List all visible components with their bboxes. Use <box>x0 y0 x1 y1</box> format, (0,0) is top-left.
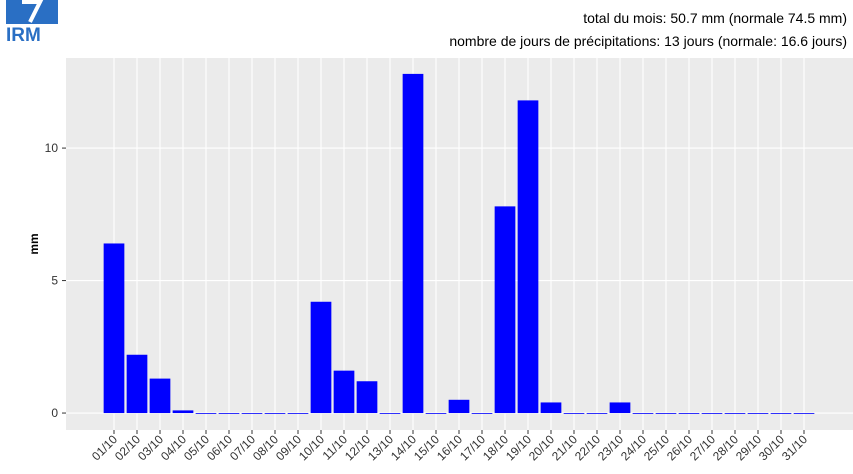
x-tick-label: 25/10 <box>641 432 672 463</box>
bar <box>218 413 240 414</box>
x-tick-label: 26/10 <box>664 432 695 463</box>
bar <box>448 399 470 414</box>
logo: IRM <box>6 0 58 46</box>
x-tick-label: 30/10 <box>756 432 787 463</box>
x-tick-label: 22/10 <box>572 432 603 463</box>
y-axis-label: mm <box>27 233 41 254</box>
x-tick-label: 09/10 <box>273 432 304 463</box>
bar <box>494 206 516 414</box>
x-tick-label: 21/10 <box>549 432 580 463</box>
bar <box>678 413 700 414</box>
x-tick-label: 04/10 <box>158 432 189 463</box>
bar <box>333 370 355 414</box>
logo-text: IRM <box>6 25 41 46</box>
bar <box>149 378 171 414</box>
bar <box>563 413 585 414</box>
x-tick-label: 10/10 <box>296 432 327 463</box>
bar <box>747 413 769 414</box>
y-tick-label: 10 <box>45 141 59 155</box>
x-tick-label: 19/10 <box>503 432 534 463</box>
bar <box>402 73 424 414</box>
bar <box>471 413 493 414</box>
x-tick-label: 31/10 <box>779 432 810 463</box>
x-tick-label: 28/10 <box>710 432 741 463</box>
x-tick-label: 15/10 <box>411 432 442 463</box>
bar <box>540 402 562 414</box>
x-tick-label: 01/10 <box>89 432 120 463</box>
x-tick-label: 12/10 <box>342 432 373 463</box>
x-tick-label: 29/10 <box>733 432 764 463</box>
x-tick-label: 06/10 <box>204 432 235 463</box>
annotation: nombre de jours de précipitations: 13 jo… <box>449 33 847 49</box>
logo-mark <box>22 0 44 23</box>
bar <box>241 413 263 414</box>
x-tick-label: 24/10 <box>618 432 649 463</box>
bar <box>609 402 631 414</box>
x-tick-label: 17/10 <box>457 432 488 463</box>
y-tick-label: 5 <box>51 274 58 288</box>
bar <box>287 413 309 414</box>
bar <box>264 413 286 414</box>
bar <box>770 413 792 414</box>
x-tick-label: 08/10 <box>250 432 281 463</box>
bar <box>701 413 723 414</box>
x-tick-label: 07/10 <box>227 432 258 463</box>
bar <box>379 413 401 414</box>
x-tick-label: 27/10 <box>687 432 718 463</box>
x-tick-label: 02/10 <box>112 432 143 463</box>
bar <box>724 413 746 414</box>
bar <box>172 410 194 414</box>
bar <box>793 413 815 414</box>
x-tick-label: 14/10 <box>388 432 419 463</box>
bar <box>356 381 378 414</box>
annotation: total du mois: 50.7 mm (normale 74.5 mm) <box>583 10 847 26</box>
bar <box>195 413 217 414</box>
x-tick-label: 05/10 <box>181 432 212 463</box>
y-tick-label: 0 <box>51 406 58 420</box>
x-tick-label: 23/10 <box>595 432 626 463</box>
x-tick-label: 13/10 <box>365 432 396 463</box>
bar <box>126 354 148 414</box>
x-tick-label: 03/10 <box>135 432 166 463</box>
bar <box>517 100 539 414</box>
bar <box>586 413 608 414</box>
bar <box>655 413 677 414</box>
bar <box>632 413 654 414</box>
bar <box>310 301 332 414</box>
x-tick-label: 20/10 <box>526 432 557 463</box>
x-tick-label: 18/10 <box>480 432 511 463</box>
bar <box>425 413 447 414</box>
x-tick-label: 16/10 <box>434 432 465 463</box>
bar <box>103 243 125 414</box>
